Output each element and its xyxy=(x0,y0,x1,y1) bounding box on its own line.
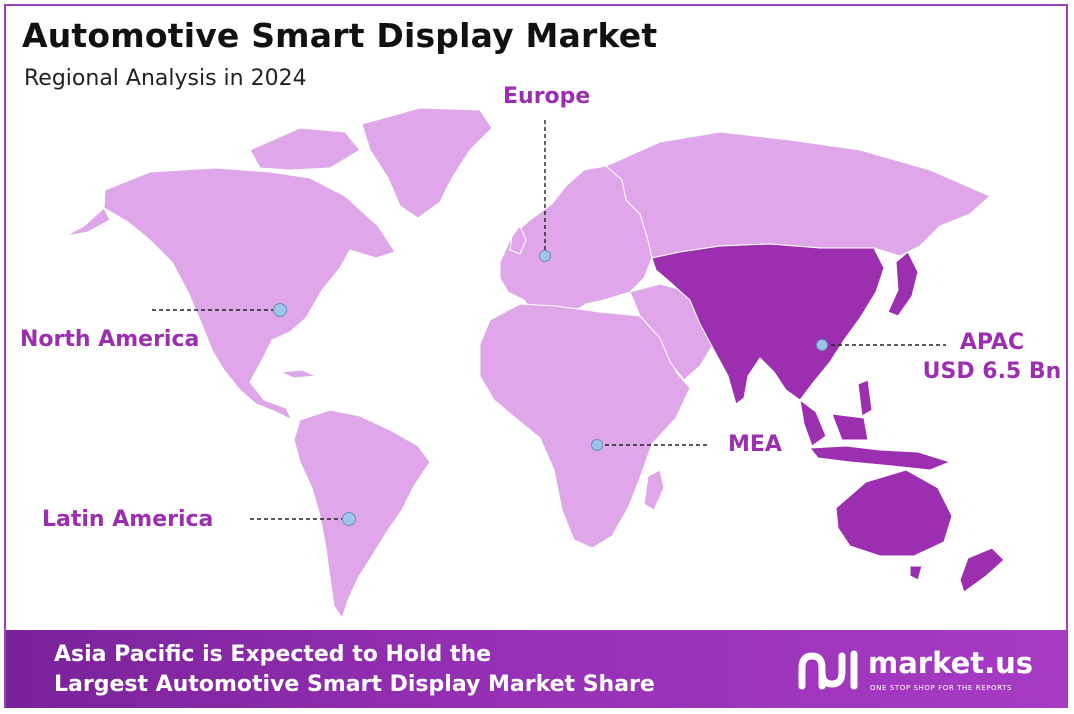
asia-shape xyxy=(651,243,885,405)
footer-line-2: Largest Automotive Smart Display Market … xyxy=(54,672,655,697)
africa-shape xyxy=(479,303,691,549)
europe-label: Europe xyxy=(503,84,591,109)
footer-banner: Asia Pacific is Expected to Hold the Lar… xyxy=(6,630,1068,708)
arctic-islands-shape xyxy=(249,127,361,171)
tasmania-shape xyxy=(909,565,923,581)
logo-name: market.us xyxy=(868,646,1034,680)
indochina-shape xyxy=(799,398,827,447)
europe-marker xyxy=(539,250,551,262)
north-america-shape xyxy=(103,167,396,422)
logo-tagline: ONE STOP SHOP FOR THE REPORTS xyxy=(870,684,1013,692)
south-america-shape xyxy=(293,409,431,620)
greenland-shape xyxy=(361,107,493,219)
philippines-shape xyxy=(857,379,873,417)
apac-label: APAC xyxy=(959,330,1025,355)
latin-america-marker xyxy=(342,512,356,526)
north-america-label: North America xyxy=(20,327,200,352)
page-subtitle: Regional Analysis in 2024 xyxy=(24,66,307,91)
apac-value: USD 6.5 Bn xyxy=(922,359,1062,384)
page-title: Automotive Smart Display Market xyxy=(22,16,658,55)
uk-shape xyxy=(509,225,527,255)
caribbean-shape xyxy=(279,369,317,379)
market-us-logo-icon xyxy=(798,650,858,690)
borneo-shape xyxy=(831,413,869,441)
japan-shape xyxy=(887,251,919,317)
madagascar-shape xyxy=(643,469,665,511)
australia-shape xyxy=(835,469,953,557)
new-zealand-shape xyxy=(959,547,1005,593)
indonesia-shape xyxy=(809,445,952,471)
mea-label: MEA xyxy=(728,432,782,457)
mea-marker xyxy=(591,439,603,451)
latin-america-label: Latin America xyxy=(42,507,214,532)
apac-marker xyxy=(816,339,828,351)
apac-label-group: APAC USD 6.5 Bn xyxy=(922,328,1062,386)
north-america-marker xyxy=(273,303,287,317)
alaska-shape xyxy=(65,207,111,237)
footer-line-1: Asia Pacific is Expected to Hold the xyxy=(54,642,492,667)
russia-shape xyxy=(605,131,991,259)
